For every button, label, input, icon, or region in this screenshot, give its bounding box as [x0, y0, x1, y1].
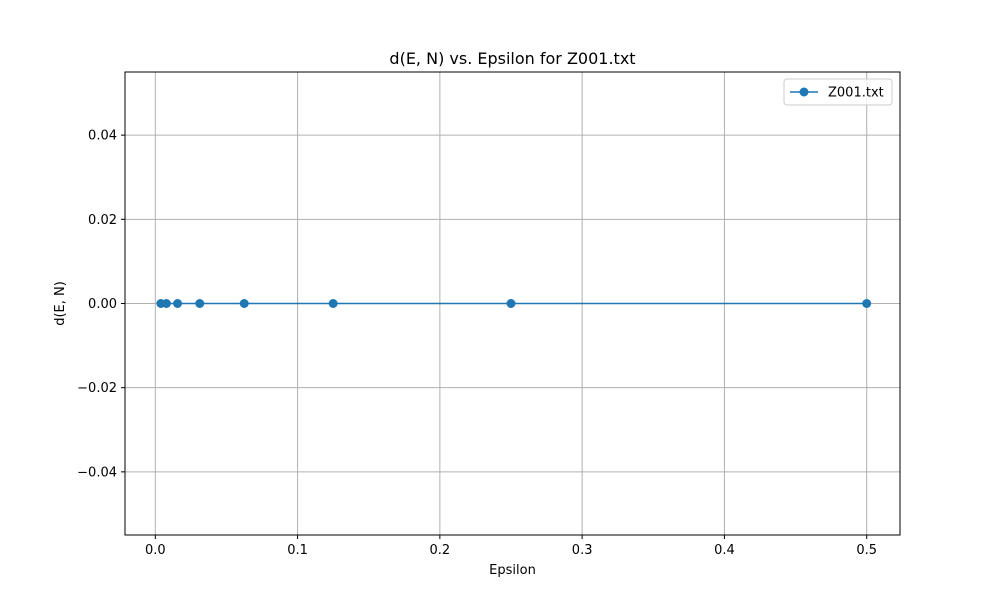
data-point: [328, 299, 338, 308]
y-tick-label: 0.04: [88, 129, 117, 144]
y-tick-label: 0.00: [88, 297, 117, 312]
legend-label: Z001.txt: [828, 86, 884, 101]
x-axis-label: Epsilon: [489, 563, 536, 578]
axis-ticks: 0.0 0.1 0.2 0.3 0.4 0.5 −0.04 −0.02 0.00 0.02 0.04: [77, 129, 877, 558]
x-tick-label: 0.5: [856, 543, 877, 558]
legend-marker: [799, 87, 809, 97]
data-point: [173, 299, 183, 308]
legend-box: [783, 78, 893, 106]
data-point: [506, 299, 516, 308]
x-tick-label: 0.1: [287, 543, 308, 558]
y-tick-label: −0.04: [77, 465, 117, 480]
chart-title: d(E, N) vs. Epsilon for Z001.txt: [389, 49, 635, 68]
y-tick-label: −0.02: [77, 381, 117, 396]
x-tick-label: 0.2: [430, 543, 451, 558]
y-tick-label: 0.02: [88, 213, 117, 228]
x-tick-label: 0.0: [145, 543, 166, 558]
x-tick-label: 0.4: [714, 543, 735, 558]
y-axis-label: d(E, N): [53, 281, 68, 326]
data-point: [239, 299, 249, 308]
data-point: [862, 299, 872, 308]
data-point: [195, 299, 205, 308]
x-tick-label: 0.3: [572, 543, 593, 558]
legend: Z001.txt: [783, 78, 893, 106]
series-layer: [156, 299, 872, 308]
data-point: [156, 299, 166, 308]
